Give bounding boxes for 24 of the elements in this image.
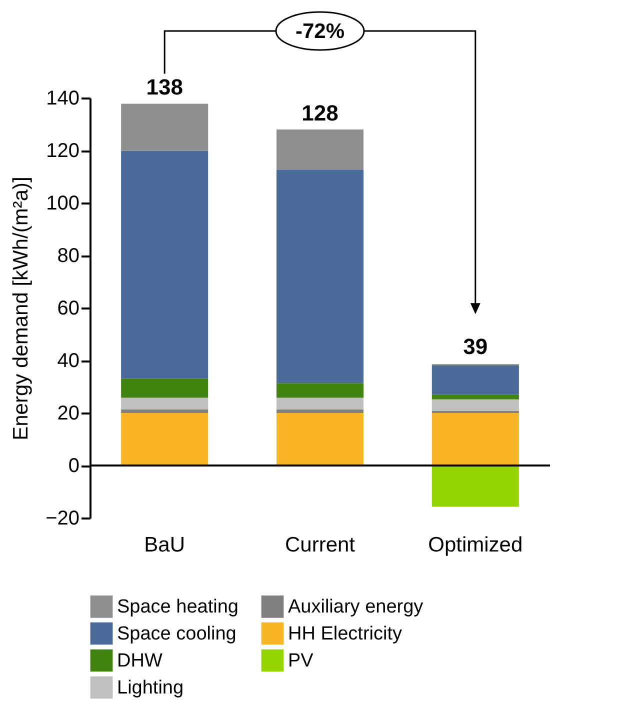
legend-label: DHW bbox=[117, 650, 162, 672]
legend-label: Space cooling bbox=[117, 624, 236, 644]
annotation: 39 bbox=[463, 334, 488, 360]
legend-label: Auxiliary energy bbox=[288, 596, 424, 618]
legend-label: HH Electricity bbox=[288, 624, 403, 644]
annotation: 128 bbox=[302, 100, 338, 126]
x-tick-label: Current bbox=[284, 534, 356, 556]
y-tick-label: 120 bbox=[46, 140, 80, 162]
y-tick-label: 20 bbox=[57, 402, 80, 424]
legend-label: Space heating bbox=[117, 596, 238, 618]
legend-label: Lighting bbox=[117, 678, 184, 698]
y-tick-label: 0 bbox=[68, 455, 80, 477]
x-tick-label: Optimized bbox=[428, 534, 523, 556]
y-tick-label: 40 bbox=[57, 350, 80, 372]
y-tick-label: −20 bbox=[46, 508, 80, 530]
y-tick-label: 140 bbox=[46, 88, 80, 110]
y-tick-label: 80 bbox=[57, 245, 80, 267]
annotation: 138 bbox=[146, 74, 183, 100]
y-tick-label: 60 bbox=[57, 298, 80, 320]
y-axis-title: Energy demand [kWh/(m²a)] bbox=[10, 176, 33, 440]
text: -72% bbox=[295, 20, 345, 43]
x-tick-label: BaU bbox=[144, 534, 186, 556]
legend-label: PV bbox=[288, 650, 314, 672]
y-tick-label: 100 bbox=[46, 192, 80, 214]
